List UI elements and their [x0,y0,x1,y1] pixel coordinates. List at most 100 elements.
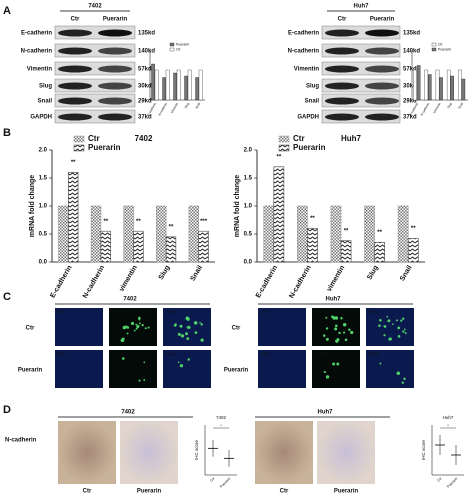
fluorescence-image [258,350,306,388]
signal-spot [383,334,386,337]
signal-spot [121,357,125,360]
bar [416,65,421,101]
size-label: 140kd [403,49,420,55]
bar [450,75,454,101]
legend-swatch [431,47,437,52]
bar [439,77,443,101]
y-tick-label: 0.5 [39,232,48,238]
signal-spot [387,319,391,323]
channel-label: DAPI [260,309,269,314]
plot-title: Huh7 [443,415,454,420]
blot-band [98,113,132,121]
bar [424,69,429,101]
y-tick-label: 2.0 [39,148,48,154]
bar [187,69,192,101]
signal-spot [185,332,188,336]
signal-spot [397,335,401,338]
signal-spot [133,329,136,332]
fluorescence-image [109,350,157,388]
signal-spot [404,328,406,331]
signal-spot [200,338,204,342]
x-tick-label: Slug [366,264,380,281]
signal-spot [325,337,329,341]
significance: ** [136,219,141,225]
channel-label: Merge [165,309,177,314]
bar [397,205,409,263]
blot-band [58,97,92,105]
blot-band [58,82,92,90]
signal-spot [147,326,150,329]
bar [446,69,451,101]
significance: ** [169,224,174,230]
cell-line: Huh7 [326,297,342,303]
x-tick-label: N-cadherin [288,264,312,299]
bar [176,69,181,101]
bar [195,77,199,101]
significance: *** [200,219,208,225]
channel-label: DAPI [260,351,269,356]
x-tick-label: vimentin [118,264,138,292]
signal-spot [396,371,401,376]
bar [162,77,166,101]
blot-band [325,47,359,55]
channel-label: Vimentin [314,309,330,314]
signal-spot [334,316,339,320]
panel-label: B [3,127,11,139]
ihc-image [58,421,116,484]
signal-spot [340,317,343,320]
x-tick-label: Slug [446,102,453,109]
y-tick-label: 2.0 [244,148,253,154]
bar [297,205,308,263]
signal-spot [186,317,190,321]
bar [154,69,159,101]
y-axis-label: IHC score [421,440,426,461]
signal-spot [332,362,336,366]
bar [173,72,177,101]
blot-band [365,113,399,121]
signal-spot [379,362,382,365]
signal-spot [383,325,386,327]
signal-spot [144,327,147,330]
signal-spot [400,319,403,322]
blot-band [365,65,399,73]
signal-spot [322,334,326,337]
fluorescence-image [55,350,103,388]
signal-spot [179,324,183,328]
signal-spot [177,332,181,336]
signal-spot [180,334,185,338]
image-label: Puerarin [334,489,359,495]
blot-band [58,113,92,121]
fluorescence-image [366,350,414,388]
significance: ** [344,228,349,234]
x-tick-label: Puerarin [446,476,458,488]
cell-line: Huh7 [354,4,370,10]
protein-label: N-cadherin [288,49,320,55]
signal-spot [135,327,138,330]
size-label: 57kd [138,67,152,73]
y-tick-label: 0.5 [244,232,253,238]
blot-band [365,82,399,90]
x-tick-label: Snail [194,102,201,110]
signal-spot [386,315,389,318]
signal-spot [199,322,201,324]
bar [407,238,419,263]
fluorescence-image [258,308,306,346]
signal-spot [138,316,141,320]
chart-title: Huh7 [341,134,362,143]
legend-label: Puerarin [88,143,121,152]
bar [58,205,69,263]
panel-label: D [3,404,11,416]
legend-swatch [73,135,85,143]
signal-spot [187,358,190,361]
protein-label: Snail [38,99,53,105]
protein-label: Slug [306,84,319,90]
x-tick-label: Slug [158,264,172,281]
signal-spot [334,327,338,331]
fluorescence-image [312,350,360,388]
significance: ** [71,160,76,166]
significance: ** [310,216,315,222]
signal-spot [401,381,405,384]
ihc-image [255,421,313,484]
size-label: 37kd [403,115,417,121]
signal-spot [348,328,351,331]
